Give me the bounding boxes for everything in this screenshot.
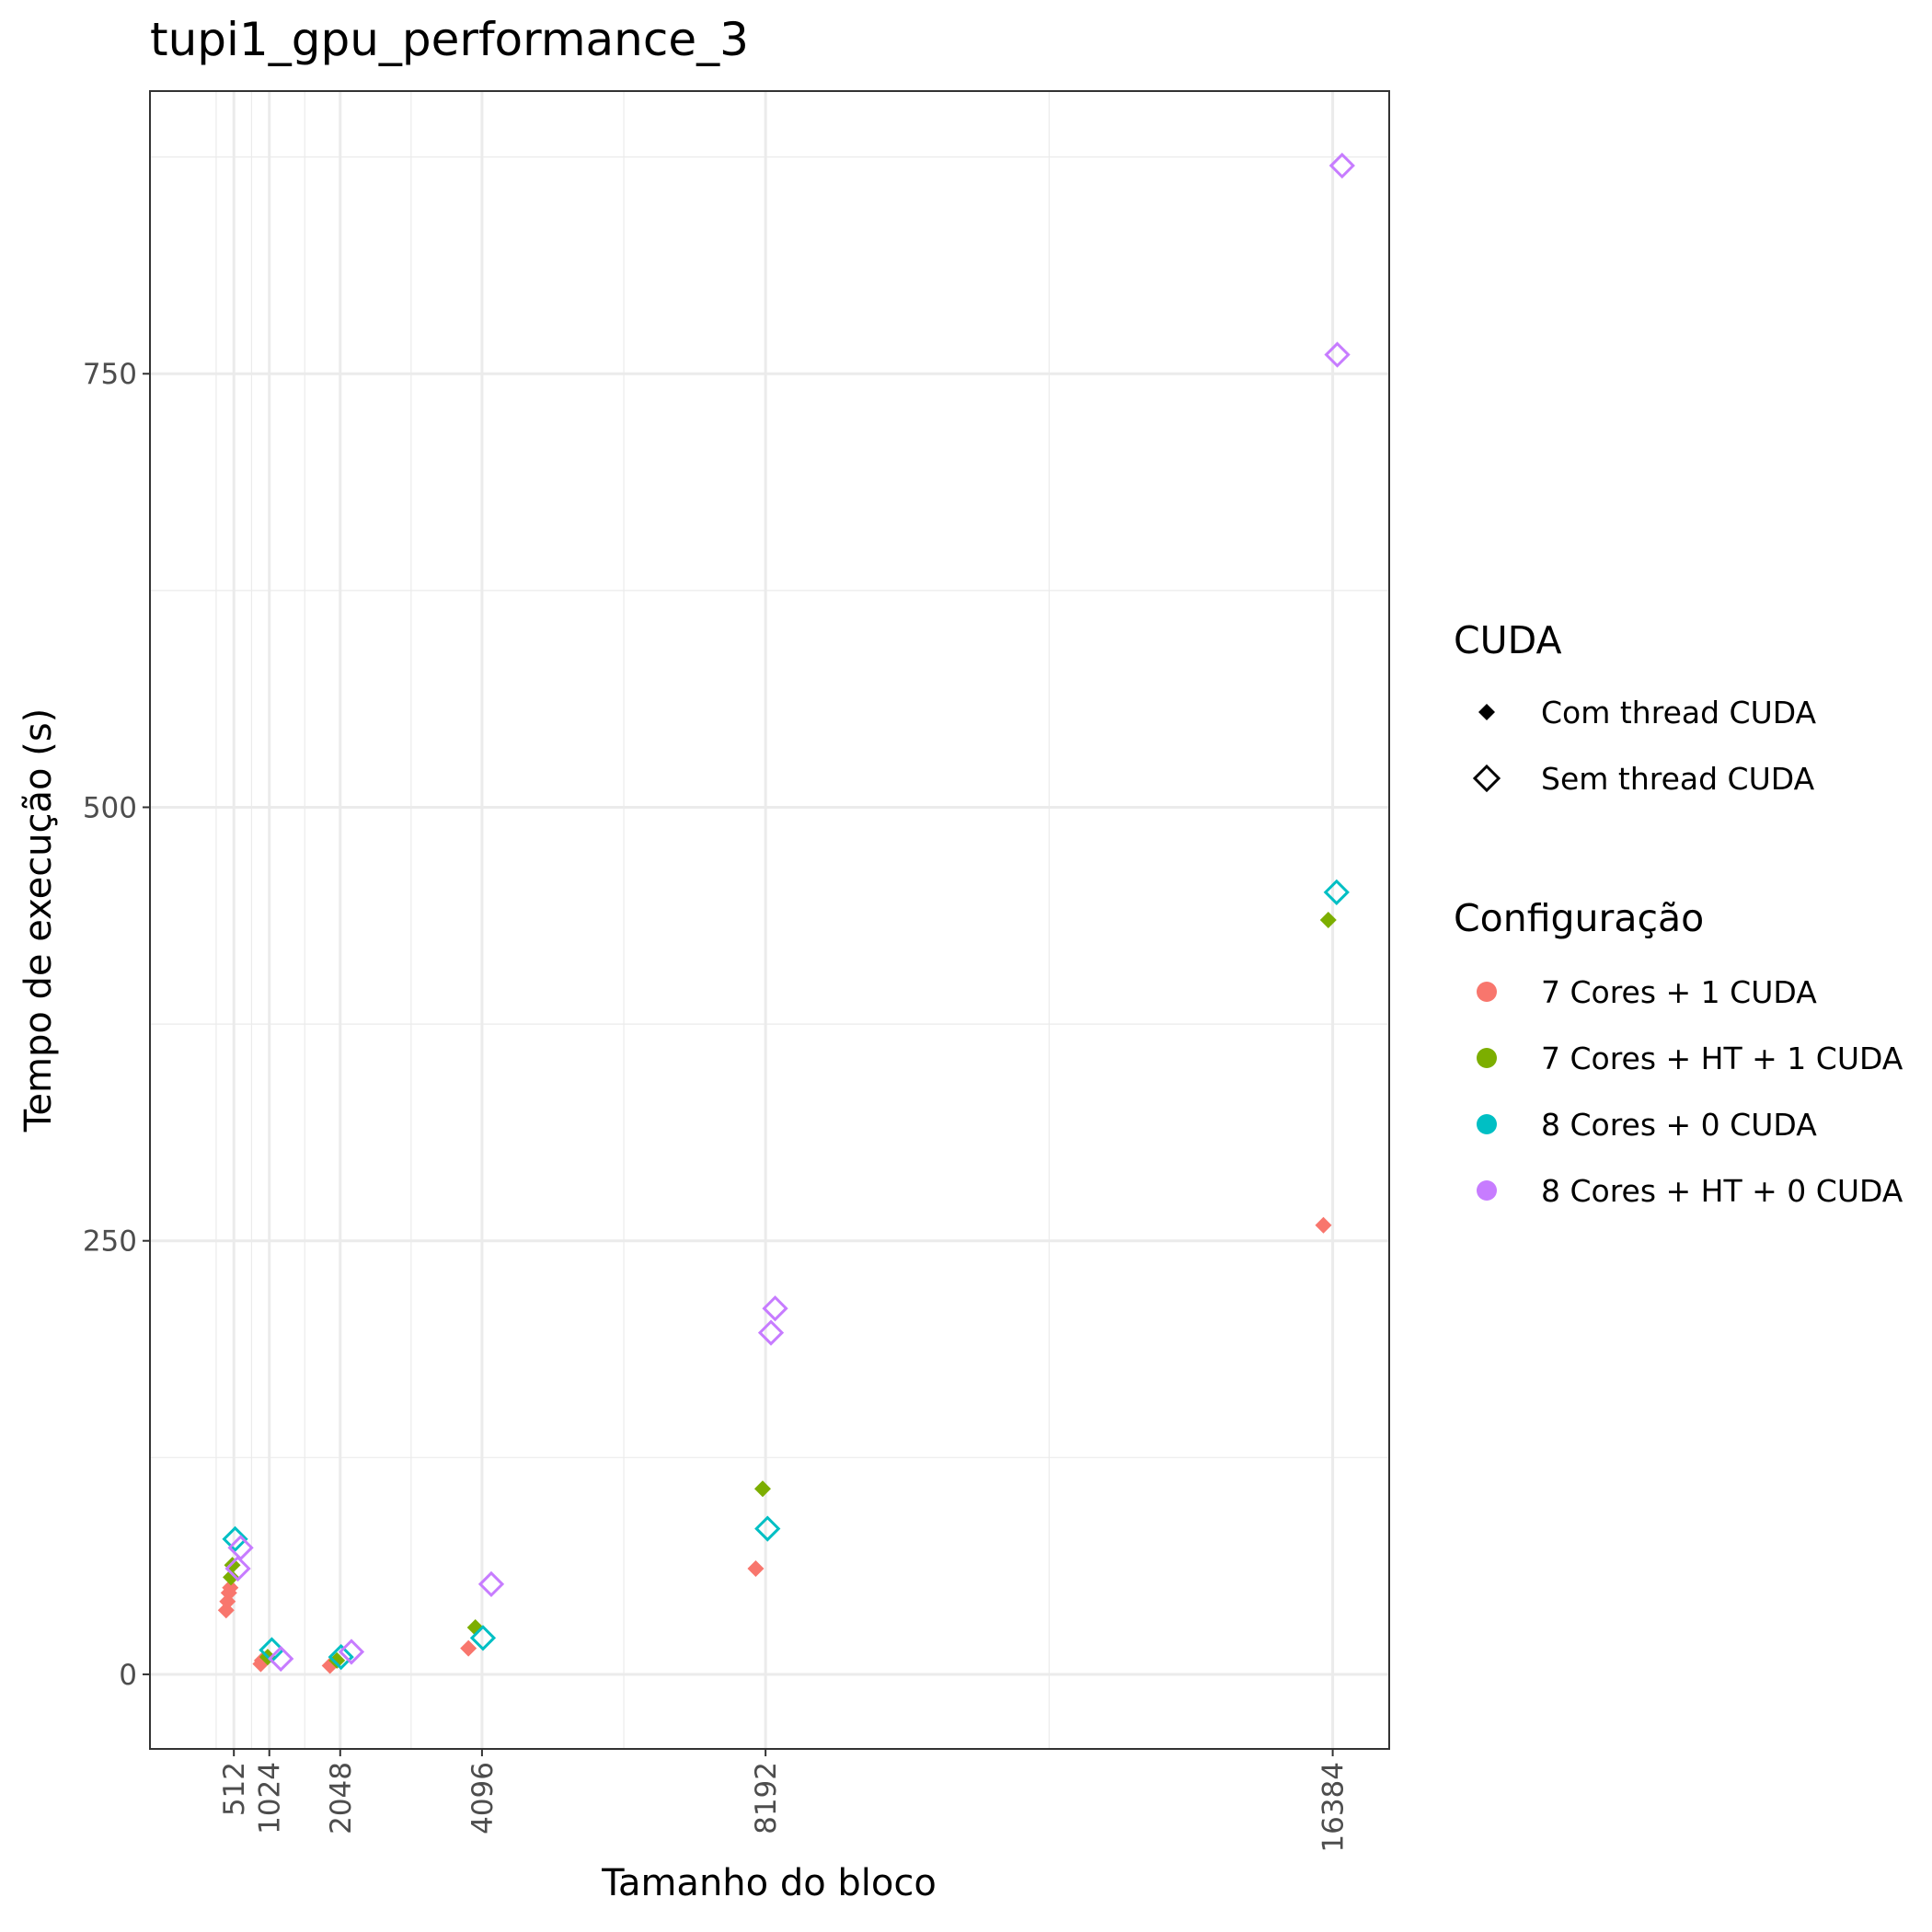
data-points: [217, 152, 1355, 1674]
legend-key-dot: [1477, 1180, 1497, 1201]
data-point: [754, 1515, 781, 1542]
x-axis-tick-label: 512: [218, 1762, 251, 1816]
data-point: [469, 1625, 497, 1651]
legend-label: Com thread CUDA: [1541, 695, 1817, 730]
data-point: [222, 1525, 248, 1553]
data-point: [757, 1319, 785, 1346]
y-axis-tick-label: 0: [119, 1659, 137, 1692]
grid-lines: [150, 91, 1389, 1749]
data-point: [1315, 1216, 1332, 1234]
chart-title: tupi1_gpu_performance_3: [150, 13, 749, 66]
data-point: [338, 1639, 365, 1665]
legend-label: 8 Cores + 0 CUDA: [1541, 1107, 1817, 1143]
x-axis-tick-label: 2048: [325, 1762, 358, 1834]
data-point: [1323, 879, 1350, 905]
x-axis-tick-label: 1024: [254, 1762, 287, 1834]
legend: CUDA Com thread CUDA Sem thread CUDA Config…: [1454, 618, 1903, 1209]
y-axis-title: Tempo de execução (s): [17, 708, 60, 1133]
data-point: [223, 1569, 240, 1586]
legend-label: 8 Cores + HT + 0 CUDA: [1541, 1173, 1903, 1209]
legend-label: Sem thread CUDA: [1541, 761, 1815, 797]
data-point: [222, 1579, 239, 1596]
series-points: [223, 912, 1337, 1669]
series-points: [222, 879, 1350, 1671]
data-point: [1324, 341, 1351, 368]
data-point: [328, 1643, 354, 1671]
x-axis-tick-label: 8192: [750, 1762, 783, 1834]
y-axis-tick-label: 500: [83, 791, 137, 824]
legend-title-cuda: CUDA: [1454, 618, 1562, 662]
data-point: [753, 1480, 771, 1498]
legend-label: 7 Cores + HT + 1 CUDA: [1541, 1041, 1903, 1076]
data-point: [1328, 152, 1355, 179]
data-point: [762, 1295, 788, 1322]
y-axis-tick-label: 750: [83, 358, 137, 391]
y-axis-tick-label: 250: [83, 1225, 137, 1259]
x-axis-title: Tamanho do bloco: [601, 1862, 937, 1904]
legend-key-filled-diamond: [1478, 704, 1495, 720]
x-axis-tick-label: 16384: [1317, 1762, 1351, 1853]
legend-key-dot: [1477, 982, 1497, 1002]
data-point: [460, 1639, 477, 1657]
data-point: [328, 1651, 346, 1669]
data-point: [747, 1559, 765, 1577]
legend-key-dot: [1477, 1114, 1497, 1134]
data-point: [268, 1645, 294, 1673]
legend-title-configuracao: Configuração: [1454, 896, 1704, 940]
plot-panel: [150, 91, 1389, 1749]
plot-panel-border: [149, 90, 1390, 1750]
data-point: [1319, 912, 1337, 928]
axes: 0 250 500 750 512 1024 2048 4096 8192 16384: [83, 358, 1351, 1852]
legend-key-dot: [1477, 1048, 1497, 1068]
data-point: [477, 1570, 505, 1598]
data-point: [224, 1555, 251, 1582]
legend-key-open-diamond: [1472, 764, 1501, 793]
x-axis-tick-label: 4096: [466, 1762, 500, 1834]
legend-label: 7 Cores + 1 CUDA: [1541, 974, 1817, 1010]
data-point: [227, 1535, 254, 1561]
series-points: [224, 152, 1355, 1673]
